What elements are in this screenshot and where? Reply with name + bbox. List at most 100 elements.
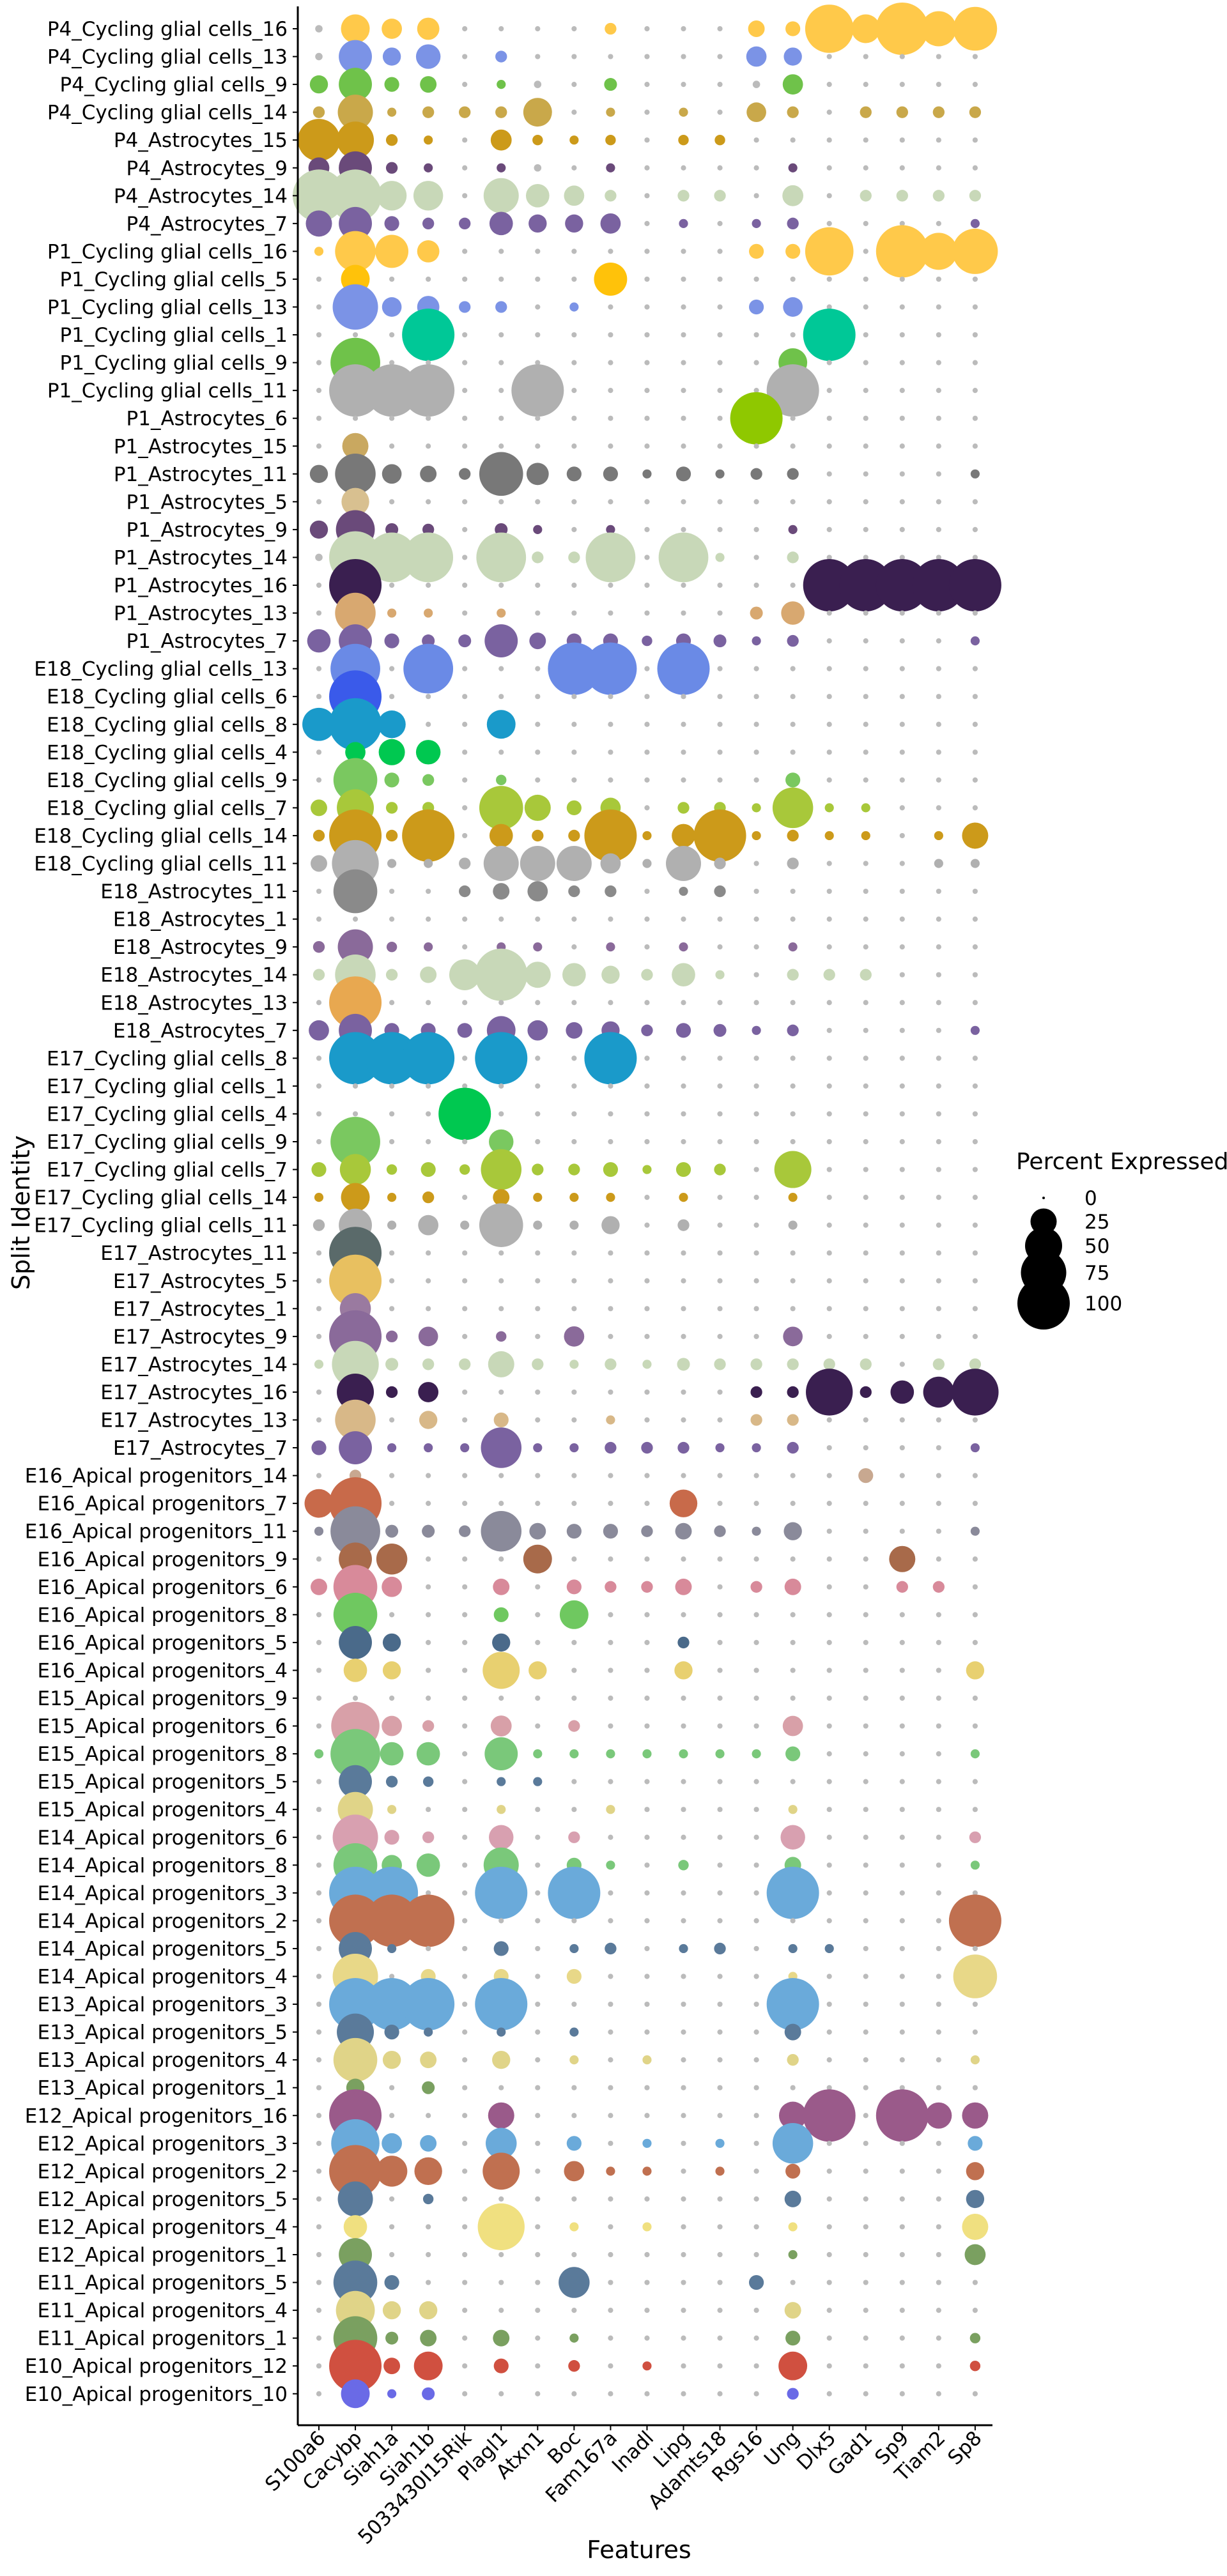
dot-marker [714, 857, 726, 870]
dot-marker [750, 468, 762, 480]
dot-marker [644, 1862, 650, 1868]
dot-marker [389, 888, 395, 894]
dot-marker [535, 1974, 541, 1979]
dot-marker [389, 1278, 395, 1284]
dot-marker [462, 2363, 468, 2369]
dot-marker [402, 309, 455, 362]
dot-marker [644, 304, 650, 310]
y-tick-label: E17_Astrocytes_5 [113, 1270, 288, 1293]
y-tick-label: E14_Apical progenitors_5 [38, 1938, 288, 1961]
y-tick-label: P1_Astrocytes_5 [127, 491, 288, 514]
dot-marker [385, 1524, 399, 1538]
dot-marker [535, 1807, 541, 1813]
dot-marker [679, 218, 688, 228]
dot-marker [641, 1525, 653, 1537]
dot-marker [605, 22, 617, 35]
dot-marker [826, 415, 832, 421]
dot-marker [462, 2251, 468, 2258]
dot-marker [675, 1023, 691, 1038]
dot-marker [644, 415, 650, 421]
dot-marker [535, 1723, 541, 1729]
dot-marker [584, 642, 637, 695]
dot-marker [314, 247, 324, 256]
dot-marker [606, 1192, 615, 1202]
dot-marker [384, 77, 399, 92]
x-tick-label: Sp8 [943, 2426, 986, 2469]
dot-marker [790, 749, 796, 755]
dot-marker [569, 1749, 579, 1759]
dot-marker [569, 2055, 579, 2065]
dot-marker [548, 1866, 601, 1919]
dot-marker [462, 360, 468, 365]
dot-marker [899, 1528, 905, 1534]
dot-marker [316, 1306, 322, 1312]
dot-marker [681, 2308, 686, 2313]
dot-marker [498, 443, 504, 449]
dot-marker [569, 1443, 579, 1453]
dot-marker [606, 2166, 615, 2176]
dot-marker [717, 1417, 723, 1423]
dot-marker [970, 636, 980, 646]
dot-marker [717, 1723, 723, 1729]
dot-marker [462, 805, 468, 811]
dot-marker [644, 2196, 650, 2202]
dot-marker [339, 68, 372, 102]
dot-marker [422, 1358, 435, 1370]
dot-marker [753, 1250, 759, 1256]
dot-marker [826, 471, 832, 477]
dot-marker [717, 1890, 723, 1896]
dot-marker [972, 54, 978, 59]
dot-marker [384, 2274, 399, 2290]
dot-marker [641, 1441, 653, 1454]
dot-marker [863, 888, 868, 894]
dot-marker [316, 304, 322, 310]
dot-marker [571, 360, 577, 365]
dot-marker [330, 1729, 380, 1779]
dot-marker [936, 332, 941, 338]
dot-marker [569, 302, 579, 312]
dot-marker [608, 694, 614, 700]
dot-marker [752, 218, 761, 228]
dot-marker [384, 1830, 399, 1845]
dot-marker [534, 164, 542, 172]
dot-marker [316, 2001, 322, 2007]
dot-marker [863, 276, 868, 282]
dot-marker [387, 1805, 397, 1814]
dot-marker [352, 1083, 359, 1089]
dot-marker [382, 297, 402, 317]
dot-marker [488, 2102, 514, 2129]
dot-marker [863, 137, 868, 143]
dot-marker [681, 1807, 686, 1813]
dot-marker [462, 499, 468, 505]
dot-marker [462, 1695, 468, 1701]
dot-marker [778, 2101, 807, 2129]
dot-marker [936, 1918, 941, 1924]
dot-marker [753, 2029, 759, 2035]
dot-marker [571, 582, 577, 588]
dot-marker [608, 443, 614, 449]
dot-marker [899, 1501, 905, 1506]
dot-marker [714, 1525, 726, 1537]
dot-marker [969, 190, 982, 202]
dot-marker [337, 121, 374, 159]
dot-marker [644, 54, 650, 59]
y-tick-label: E13_Apical progenitors_1 [38, 2077, 288, 2100]
dot-marker [717, 526, 723, 533]
dot-marker [419, 1411, 438, 1429]
dot-marker [746, 102, 766, 122]
dot-marker [309, 1020, 329, 1041]
dot-marker [642, 831, 652, 841]
dot-marker [418, 1382, 439, 1402]
dot-marker [752, 636, 761, 646]
dot-marker [535, 666, 541, 671]
dot-marker [753, 1723, 759, 1729]
dot-marker [781, 601, 805, 625]
dot-marker [462, 2001, 468, 2007]
dot-marker [753, 2196, 759, 2202]
dot-marker [462, 2140, 468, 2146]
y-tick-label: E18_Cycling glial cells_8 [47, 714, 288, 737]
dot-marker [462, 165, 468, 171]
dot-marker [608, 1556, 614, 1562]
y-tick-label: E17_Astrocytes_9 [113, 1326, 288, 1349]
dot-marker [529, 1661, 547, 1680]
